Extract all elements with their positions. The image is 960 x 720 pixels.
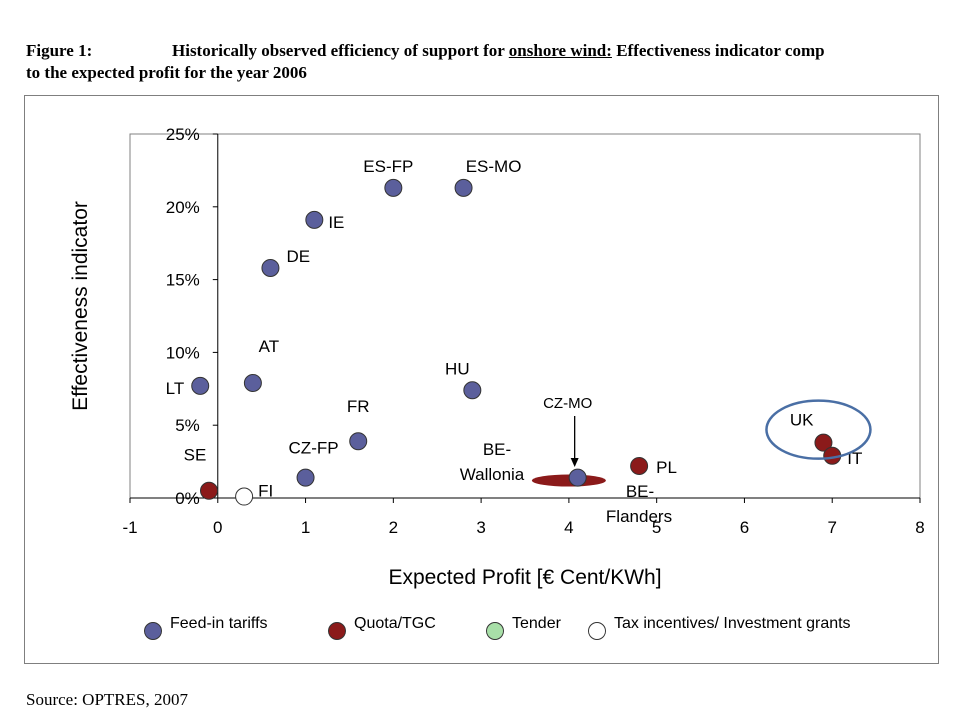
chart-frame: -1 0 1 2 3 4 5 6 7 8 0% 5% 10% 15% 20% 25% Expected Prof… bbox=[24, 95, 939, 664]
label-cz-fp: CZ-FP bbox=[289, 439, 339, 458]
legend-label-feed-in-tariffs: Feed-in tariffs bbox=[170, 615, 268, 632]
label-es-mo: ES-MO bbox=[466, 157, 522, 176]
x-tick-label: 2 bbox=[389, 518, 398, 537]
label-pl: PL bbox=[656, 458, 677, 477]
caption-title-end: Effectiveness indicator comp bbox=[611, 41, 825, 60]
point-se bbox=[200, 481, 218, 500]
label-se: SE bbox=[184, 446, 207, 465]
label-be-wallonia-line1: BE- bbox=[483, 440, 511, 459]
uk-it-highlight-ellipse bbox=[765, 399, 872, 460]
scatter-chart: -1 0 1 2 3 4 5 6 7 8 0% 5% 10% 15% 20% 25% Expected Prof… bbox=[69, 125, 925, 640]
label-fi: FI bbox=[258, 482, 273, 501]
axes: -1 0 1 2 3 4 5 6 7 8 0% 5% 10% 15% 20% 25% Expected Prof… bbox=[69, 125, 925, 589]
point-at bbox=[243, 373, 262, 392]
legend-label-quota-tgc: Quota/TGC bbox=[354, 615, 436, 632]
x-tick-label: 1 bbox=[301, 518, 310, 537]
legend-marker-tender bbox=[486, 622, 504, 640]
y-tick-label: 10% bbox=[166, 343, 200, 362]
chart-marks bbox=[191, 178, 842, 506]
annotation-arrow-head bbox=[570, 458, 579, 467]
label-es-fp: ES-FP bbox=[363, 157, 413, 176]
figure-caption: Figure 1: Historically observed efficienc… bbox=[26, 40, 956, 86]
y-tick-label: 20% bbox=[166, 198, 200, 217]
point-uk bbox=[814, 433, 833, 452]
label-ie: IE bbox=[328, 213, 344, 232]
label-lt: LT bbox=[166, 379, 185, 398]
source-note: Source: OPTRES, 2007 bbox=[26, 690, 188, 709]
caption-title-start: Historically observed efficiency of supp… bbox=[172, 41, 509, 60]
caption-line-1: Figure 1: Historically observed efficienc… bbox=[26, 40, 956, 62]
point-labels: ES-FP ES-MOIEDEATLTHUFRCZ-FPSEPLUKITFICZ-… bbox=[166, 157, 872, 526]
label-be-flanders-line2: Flanders bbox=[606, 507, 672, 526]
x-tick-label: 0 bbox=[213, 518, 222, 537]
legend-label-tender: Tender bbox=[512, 615, 562, 632]
point-ie bbox=[305, 210, 324, 229]
caption-line-2: to the expected profit for the year 2006 bbox=[26, 63, 307, 82]
point-cz-mo bbox=[568, 468, 587, 487]
y-tick-label: 25% bbox=[166, 125, 200, 144]
point-fi bbox=[235, 487, 254, 506]
x-tick-label: 8 bbox=[915, 518, 924, 537]
label-be-wallonia-line2: Wallonia bbox=[460, 465, 525, 484]
plot-border bbox=[129, 133, 921, 499]
legend-marker-tax-incentives-investment-grants bbox=[588, 622, 606, 640]
label-hu: HU bbox=[445, 359, 470, 378]
figure-label: Figure 1: bbox=[26, 41, 93, 60]
y-axis-title: Effectiveness indicator bbox=[69, 201, 92, 411]
legend-label-tax-incentives-investment-grants: Tax incentives/ Investment grants bbox=[614, 615, 851, 632]
x-tick-label: 6 bbox=[740, 518, 749, 537]
point-pl bbox=[630, 456, 649, 475]
x-tick-label: 7 bbox=[827, 518, 836, 537]
label-fr: FR bbox=[347, 397, 370, 416]
annotation-cz-mo: CZ-MO bbox=[543, 395, 592, 412]
point-fr bbox=[349, 432, 368, 451]
x-tick-label: 5 bbox=[652, 518, 661, 537]
label-be-flanders-line1: BE- bbox=[626, 482, 654, 501]
be-ellipse-mark bbox=[531, 474, 606, 487]
legend-marker-quota-tgc bbox=[328, 622, 346, 640]
y-tick-label: 0% bbox=[175, 489, 200, 508]
label-de: DE bbox=[286, 247, 310, 266]
x-tick-label: 3 bbox=[476, 518, 485, 537]
point-es-fp bbox=[384, 178, 403, 197]
y-tick-label: 5% bbox=[175, 416, 200, 435]
point-es-mo bbox=[454, 178, 473, 197]
x-tick-label: 4 bbox=[564, 518, 573, 537]
x-axis-title: Expected Profit [€ Cent/KWh] bbox=[388, 566, 661, 589]
point-de bbox=[261, 258, 280, 277]
legend-marker-feed-in-tariffs bbox=[144, 622, 162, 640]
plot-area bbox=[129, 133, 921, 499]
point-hu bbox=[463, 381, 482, 400]
label-uk: UK bbox=[790, 411, 814, 430]
legend: Feed-in tariffs Quota/TGC Tender Tax incent… bbox=[144, 615, 851, 640]
point-lt bbox=[191, 376, 210, 395]
label-at: AT bbox=[259, 337, 279, 356]
caption-title-underlined: onshore wind: bbox=[508, 41, 612, 60]
point-cz-fp bbox=[296, 468, 315, 487]
y-tick-label: 15% bbox=[166, 271, 200, 290]
x-tick-label: -1 bbox=[122, 518, 137, 537]
